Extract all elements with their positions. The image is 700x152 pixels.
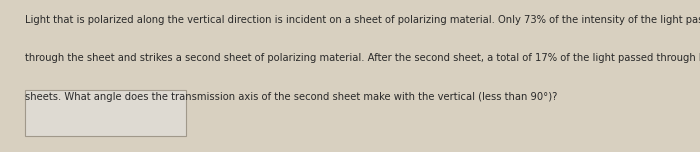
Text: Light that is polarized along the vertical direction is incident on a sheet of p: Light that is polarized along the vertic…	[25, 15, 700, 25]
FancyBboxPatch shape	[25, 90, 186, 136]
Text: sheets. What angle does the transmission axis of the second sheet make with the : sheets. What angle does the transmission…	[25, 92, 557, 102]
Text: through the sheet and strikes a second sheet of polarizing material. After the s: through the sheet and strikes a second s…	[25, 53, 700, 63]
